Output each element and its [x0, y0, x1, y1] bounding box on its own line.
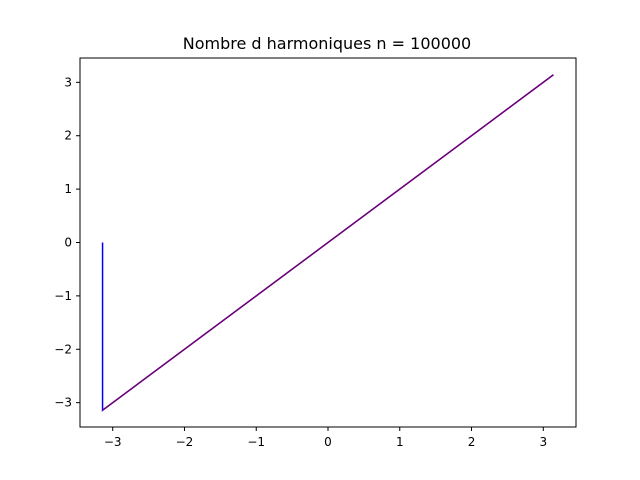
x-tick-label: −2 — [176, 435, 194, 449]
x-tick-label: −3 — [104, 435, 122, 449]
y-tick-label: 2 — [64, 129, 72, 143]
x-tick-label: 3 — [539, 435, 547, 449]
series-layer — [101, 74, 554, 412]
x-tick-label: 1 — [396, 435, 404, 449]
x-tick-label: −1 — [247, 435, 265, 449]
y-tick-label: −3 — [54, 396, 72, 410]
chart-title: Nombre d harmoniques n = 100000 — [183, 34, 471, 53]
y-tick-label: −1 — [54, 289, 72, 303]
plot-frame — [79, 57, 577, 428]
x-tick-label: 2 — [468, 435, 476, 449]
ticks-layer: −3 −2 −1 0 1 2 3 −3 −2 −1 0 1 2 3 — [54, 75, 547, 449]
series-line-2 — [102, 74, 554, 411]
y-tick-label: −2 — [54, 342, 72, 356]
y-tick-label: 1 — [64, 182, 72, 196]
y-tick-label: 0 — [64, 236, 72, 250]
x-tick-label: 0 — [324, 435, 332, 449]
y-tick-label: 3 — [64, 75, 72, 89]
